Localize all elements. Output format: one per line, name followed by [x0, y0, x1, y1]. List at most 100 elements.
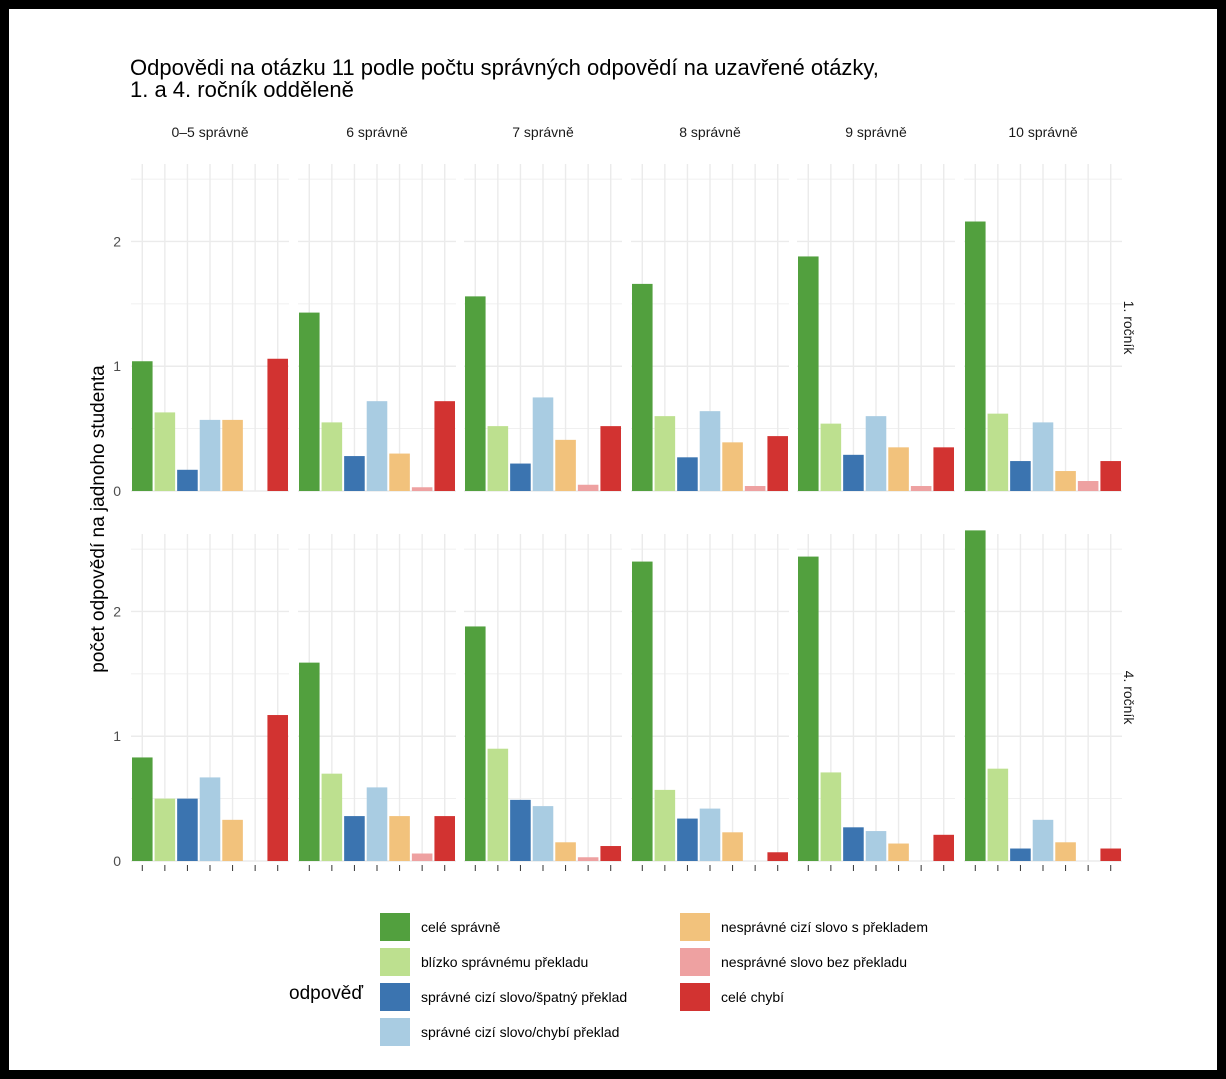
bar	[965, 221, 986, 491]
bar	[1100, 848, 1121, 861]
bar	[532, 806, 554, 861]
bar	[321, 773, 343, 861]
bar	[888, 447, 909, 491]
bar	[1055, 471, 1076, 491]
legend-label: celé chybí	[721, 989, 785, 1005]
bar	[699, 411, 721, 491]
bar	[132, 757, 153, 861]
legend-label: nesprávné slovo bez překladu	[721, 954, 908, 970]
bar	[344, 456, 365, 491]
column-strip-label: 8 správně	[679, 124, 741, 140]
bar	[555, 439, 576, 491]
bar	[798, 256, 819, 491]
row-strip-label: 1. ročník	[1121, 301, 1137, 356]
chart-title-line-1: Odpovědi na otázku 11 podle počtu správn…	[130, 55, 879, 80]
bar	[532, 397, 554, 491]
bar	[910, 486, 932, 491]
bar	[510, 463, 531, 491]
legend-key	[379, 982, 411, 1012]
bar	[487, 426, 509, 491]
legend-key	[679, 912, 711, 942]
bar	[677, 818, 698, 861]
facet-panel	[964, 164, 1122, 492]
bar	[1055, 842, 1076, 861]
bar	[722, 832, 743, 861]
bar	[321, 422, 343, 491]
bar	[843, 827, 864, 861]
bar	[577, 484, 599, 491]
bar	[632, 561, 653, 861]
facet-panel	[797, 534, 955, 871]
bar	[267, 715, 288, 861]
facet-panel	[631, 534, 789, 871]
legend-key	[379, 947, 411, 977]
bar	[344, 816, 365, 861]
bar	[577, 857, 599, 861]
facet-panel	[131, 534, 289, 871]
chart-title: Odpovědi na otázku 11 podle počtu správn…	[130, 57, 879, 101]
legend-key	[679, 982, 711, 1012]
bar	[987, 768, 1009, 861]
bar	[510, 799, 531, 861]
facet-panel	[131, 164, 289, 492]
bar	[199, 419, 221, 491]
chart-frame: Odpovědi na otázku 11 podle počtu správn…	[9, 9, 1217, 1070]
bar	[843, 454, 864, 491]
y-tick-label: 1	[113, 728, 121, 744]
facet-panel	[464, 164, 622, 492]
y-tick-label: 0	[113, 483, 121, 499]
row-strip-label: 4. ročník	[1121, 671, 1137, 726]
bar	[677, 457, 698, 491]
legend-item: správné cizí slovo/špatný překlad	[379, 982, 627, 1012]
legend-key	[379, 912, 411, 942]
bar	[267, 358, 288, 491]
bar	[987, 413, 1009, 491]
bar	[389, 816, 410, 861]
y-tick-label: 2	[113, 603, 121, 619]
bar	[600, 846, 621, 861]
bar	[820, 772, 842, 861]
bar	[744, 486, 766, 491]
bar	[132, 361, 153, 491]
bar	[632, 283, 653, 491]
legend-item: celé chybí	[679, 982, 784, 1012]
column-strip-label: 10 správně	[1008, 124, 1077, 140]
bar	[411, 853, 433, 861]
legend-item: blízko správnému překladu	[379, 947, 588, 977]
bar	[654, 789, 676, 861]
legend-label: nesprávné cizí slovo s překladem	[721, 919, 928, 935]
legend-label: celé správně	[421, 919, 501, 935]
bar	[199, 777, 221, 861]
column-strip-label: 6 správně	[346, 124, 408, 140]
bar	[366, 401, 388, 491]
bar	[654, 416, 676, 491]
bar	[177, 798, 198, 861]
column-strip-label: 0–5 správně	[171, 124, 248, 140]
bar	[465, 296, 486, 491]
legend-item: nesprávné slovo bez překladu	[679, 947, 907, 977]
bar	[1032, 819, 1054, 861]
y-axis-label: počet odpovědí na jadnoho studenta	[88, 365, 109, 673]
bar	[299, 312, 320, 491]
legend-item: správné cizí slovo/chybí překlad	[379, 1017, 619, 1047]
bar	[1077, 481, 1099, 491]
bar	[965, 530, 986, 861]
bar	[722, 442, 743, 491]
bar	[600, 426, 621, 491]
legend-label: správné cizí slovo/špatný překlad	[421, 989, 628, 1005]
bar	[299, 662, 320, 861]
bar	[888, 843, 909, 861]
bar	[555, 842, 576, 861]
y-tick-label: 2	[113, 233, 121, 249]
bar	[1010, 848, 1031, 861]
bar	[222, 819, 243, 861]
bar	[1032, 422, 1054, 491]
legend-key	[679, 947, 711, 977]
bar	[1010, 461, 1031, 491]
bar	[366, 787, 388, 861]
y-tick-label: 1	[113, 358, 121, 374]
column-strip-label: 7 správně	[512, 124, 574, 140]
bar	[767, 852, 788, 861]
facet-panel	[964, 530, 1122, 871]
legend-label: správné cizí slovo/chybí překlad	[421, 1024, 620, 1040]
